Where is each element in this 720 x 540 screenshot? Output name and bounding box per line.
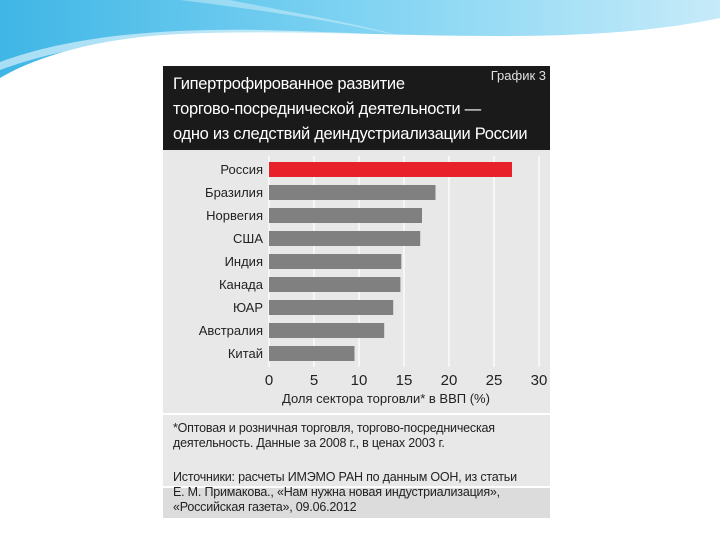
bar [269,254,402,269]
category-label: Китай [228,346,263,361]
x-tick-label: 10 [351,372,368,389]
x-tick-label: 25 [486,372,503,389]
bar [269,346,355,361]
x-axis-label: Доля сектора торговли* в ВВП (%) [282,391,490,406]
bar [269,208,422,223]
sources-line: Источники: расчеты ИМЭМО РАН по данным О… [173,470,517,484]
bar [269,300,394,315]
bar [269,277,401,292]
bar-chart: Россия Бразилия Норвегия США Индия Канада ЮАР А… [163,156,550,415]
category-label: Норвегия [206,208,263,223]
bar [269,185,436,200]
sources-line: «Российская газета», 09.06.2012 [173,500,357,514]
figure-number: График 3 [490,68,546,83]
chart-plot-panel: Россия Бразилия Норвегия США Индия Канада ЮАР А… [163,150,550,486]
x-tick-label: 5 [310,372,318,389]
sources-line: Е. М. Примакова., «Нам нужна новая индус… [173,485,500,499]
category-label: ЮАР [233,300,263,315]
x-tick-label: 20 [441,372,458,389]
x-tick-label: 0 [265,372,273,389]
chart-title-line: торгово-посреднической деятельности — [173,100,481,118]
bar [269,323,385,338]
category-label: Бразилия [205,185,263,200]
x-tick-label: 15 [396,372,413,389]
category-label: США [233,231,263,246]
x-tick-label: 30 [531,372,548,389]
chart-header: Гипертрофированное развитие торгово-поср… [163,66,550,150]
category-label: Россия [220,162,263,177]
category-label: Австралия [199,323,263,338]
footnote-line: *Оптовая и розничная торговля, торгово-п… [173,421,495,435]
divider [163,413,550,415]
chart-title-line: одно из следствий деиндустриализации Рос… [173,125,528,143]
footnote: *Оптовая и розничная торговля, торгово-п… [173,421,545,451]
chart-title-line: Гипертрофированное развитие [173,75,405,93]
bar [269,162,512,177]
chart-figure: Гипертрофированное развитие торгово-поср… [163,66,550,518]
category-label: Канада [219,277,264,292]
divider [163,486,550,488]
top-wave-decoration [0,0,720,78]
bar [269,231,421,246]
chart-title: Гипертрофированное развитие торгово-поср… [173,72,528,147]
category-label: Индия [225,254,263,269]
footnote-line: деятельность. Данные за 2008 г., в ценах… [173,436,445,450]
sources: Источники: расчеты ИМЭМО РАН по данным О… [173,470,545,515]
